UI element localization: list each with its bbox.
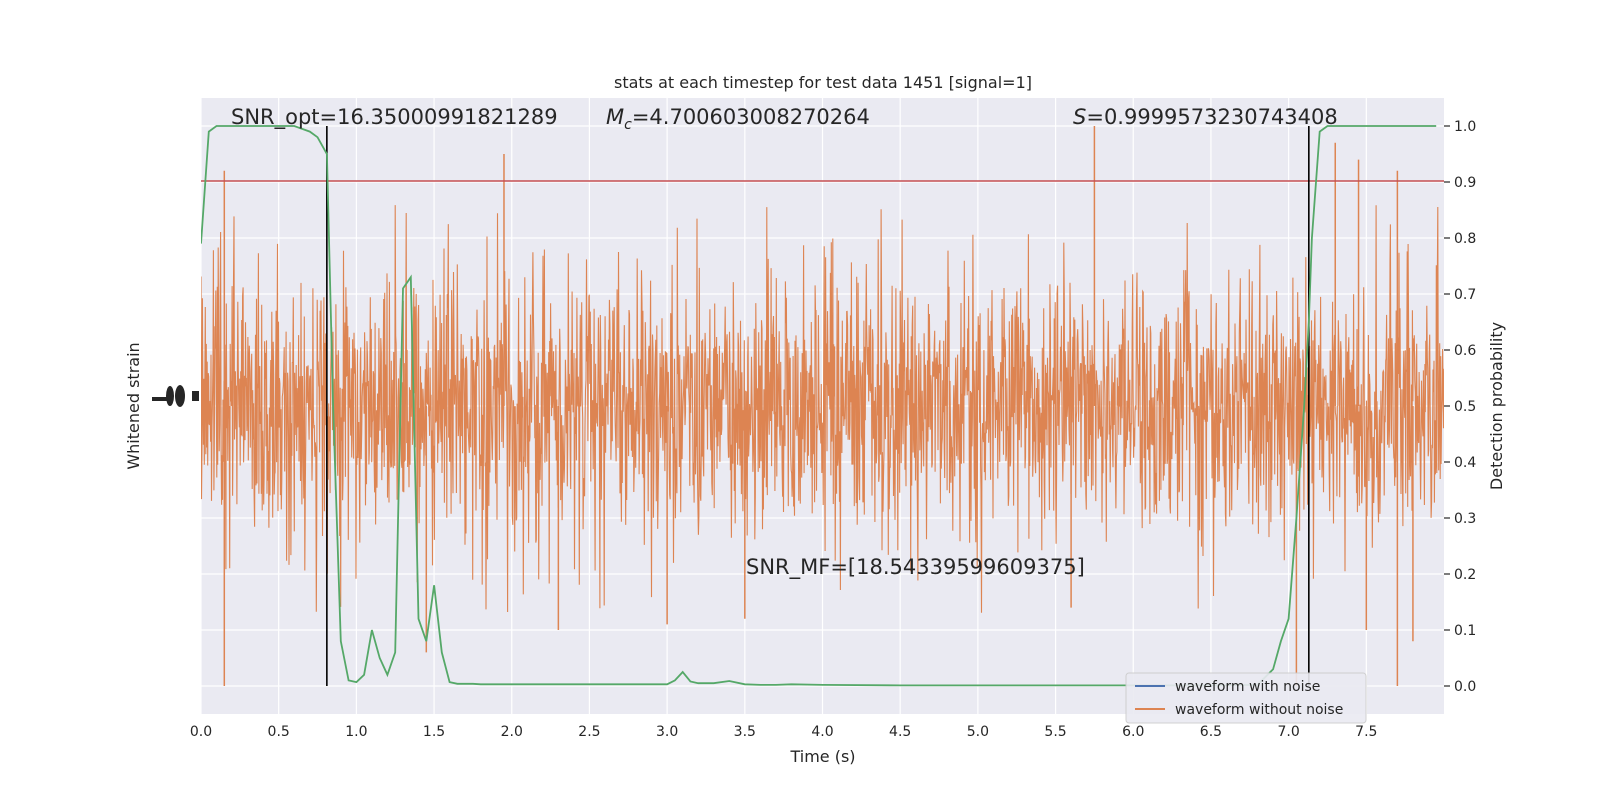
x-tick-label: 7.0 xyxy=(1277,724,1299,740)
y-tick-label: 0.5 xyxy=(1454,399,1476,415)
x-tick-label: 0.5 xyxy=(268,724,290,740)
y-tick-label: 0.8 xyxy=(1454,231,1476,247)
left-axis-ticks-clutter xyxy=(152,385,199,407)
x-tick-label: 5.5 xyxy=(1044,724,1066,740)
strain-series xyxy=(201,126,1444,686)
x-tick-label: 1.0 xyxy=(345,724,367,740)
x-axis-ticks: 0.0 0.5 1.0 1.5 2.0 2.5 3.0 3.5 4.0 4.5 5.0 5.5 6.0 6… xyxy=(190,724,1378,740)
x-tick-label: 3.0 xyxy=(656,724,678,740)
x-tick-label: 2.0 xyxy=(501,724,523,740)
y-tick-label: 0.3 xyxy=(1454,511,1476,527)
legend-box xyxy=(1125,672,1367,724)
y-tick-label: 0.6 xyxy=(1454,343,1476,359)
probability-series xyxy=(201,125,1437,687)
chart-title: stats at each timestep for test data 145… xyxy=(614,73,1032,92)
legend-label-without-noise: waveform without noise xyxy=(1175,702,1343,718)
chirp-mass-annotation: Mc=4.700603008270264 xyxy=(606,105,870,133)
y-tick-label: 0.4 xyxy=(1454,455,1476,471)
y-tick-label: 0.9 xyxy=(1454,175,1476,191)
y-tick-label: 0.7 xyxy=(1454,287,1476,303)
x-tick-label: 5.0 xyxy=(967,724,989,740)
x-tick-label: 2.5 xyxy=(578,724,600,740)
score-annotation: S=0.9999573230743408 xyxy=(1073,105,1338,129)
legend: waveform with noise waveform without noi… xyxy=(1125,672,1367,724)
x-tick-label: 6.0 xyxy=(1122,724,1144,740)
x-tick-label: 7.5 xyxy=(1355,724,1377,740)
snr-mf-annotation: SNR_MF=[18.54339599609375] xyxy=(746,555,1085,580)
x-tick-label: 4.0 xyxy=(811,724,833,740)
x-tick-label: 1.5 xyxy=(423,724,445,740)
vertical-markers xyxy=(326,126,1310,686)
y-tick-label: 0.0 xyxy=(1454,679,1476,695)
x-tick-label: 0.0 xyxy=(190,724,212,740)
x-axis-label: Time (s) xyxy=(789,747,855,766)
x-tick-label: 4.5 xyxy=(889,724,911,740)
y-axis-right-ticks: 0.0 0.1 0.2 0.3 0.4 0.5 0.6 0.7 0.8 0.9 1.0 xyxy=(1444,119,1476,695)
strain-line xyxy=(201,205,1444,613)
x-tick-label: 6.5 xyxy=(1200,724,1222,740)
snr-opt-annotation: SNR_opt=16.35000991821289 xyxy=(231,105,558,130)
y-tick-label: 1.0 xyxy=(1454,119,1476,135)
x-tick-label: 3.5 xyxy=(734,724,756,740)
probability-line xyxy=(201,125,1437,687)
y-tick-label: 0.2 xyxy=(1454,567,1476,583)
y-tick-label: 0.1 xyxy=(1454,623,1476,639)
legend-label-with-noise: waveform with noise xyxy=(1175,679,1320,695)
y-axis-right-label: Detection probability xyxy=(1487,322,1506,490)
y-axis-left-label: Whitened strain xyxy=(124,342,143,469)
